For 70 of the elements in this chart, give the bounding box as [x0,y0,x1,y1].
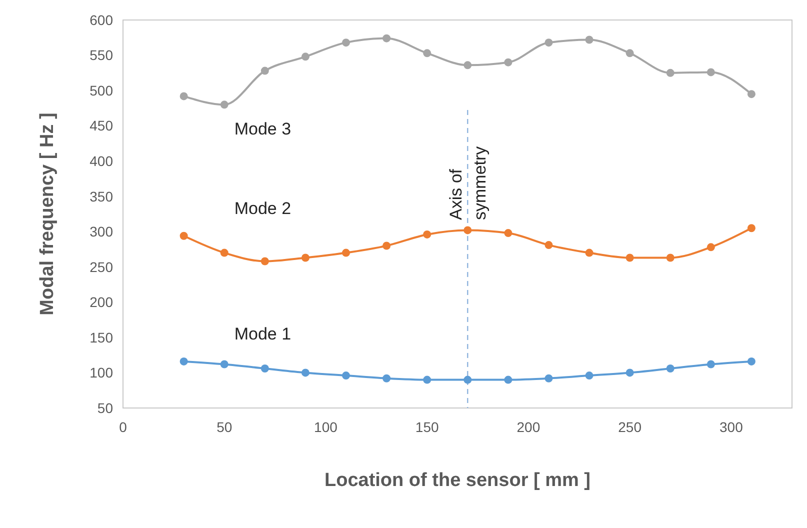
y-tick-label: 350 [90,188,114,204]
point [706,243,715,252]
point [504,58,512,66]
point [626,254,634,262]
point [626,368,634,377]
y-tick-label: 250 [90,258,114,275]
x-tick-label: 300 [720,419,744,435]
point [464,376,472,384]
point [220,248,228,257]
y-tick-label: 200 [90,294,114,310]
point [504,229,512,238]
point [544,374,553,382]
point [585,372,594,380]
y-tick-label: 50 [97,400,114,416]
point [706,68,715,76]
x-tick-label: 150 [415,419,439,435]
y-tick-label: 300 [90,224,114,240]
x-tick-label: 50 [216,419,232,435]
point [342,372,350,380]
y-tick-label: 550 [90,47,114,64]
point [585,36,594,44]
point [220,360,228,368]
point [626,49,634,58]
x-tick-label: 0 [119,419,128,435]
point [504,376,512,384]
series-label: Mode 2 [234,198,292,218]
point [260,66,269,75]
point [666,254,674,262]
point [666,68,674,77]
series-label: Mode 3 [234,120,292,139]
point [464,226,472,234]
point [423,49,432,58]
point [747,357,756,366]
point [180,92,188,100]
point [382,242,391,250]
y-tick-label: 100 [90,364,114,381]
point [747,224,756,232]
x-axis-title: Location of the sensor [ mm ] [324,470,591,491]
point [423,376,432,384]
y-axis-title: Modal frequency [ Hz ] [37,112,58,316]
point [666,364,674,372]
point [544,241,553,250]
point [180,232,188,240]
point [260,364,269,372]
y-tick-label: 500 [90,82,114,98]
point [464,61,472,70]
x-tick-label: 250 [618,419,642,435]
point [585,248,594,257]
y-tick-label: 600 [90,12,114,28]
point [706,360,715,368]
point [342,38,350,47]
x-tick-label: 200 [516,419,540,435]
ref-line-label: Axis of symmetry [446,146,490,220]
point [342,248,350,257]
point [382,374,391,382]
point [544,38,553,47]
point [747,90,756,98]
point [260,257,269,266]
point [423,230,432,238]
point [220,100,228,109]
x-tick-label: 100 [314,419,338,435]
point [301,254,310,262]
point [301,368,310,377]
y-tick-label: 400 [90,152,114,169]
y-tick-label: 450 [90,118,114,134]
point [180,357,188,366]
series-label: Mode 1 [234,324,292,344]
point [301,52,310,61]
point [382,34,391,42]
y-tick-label: 150 [90,329,114,346]
